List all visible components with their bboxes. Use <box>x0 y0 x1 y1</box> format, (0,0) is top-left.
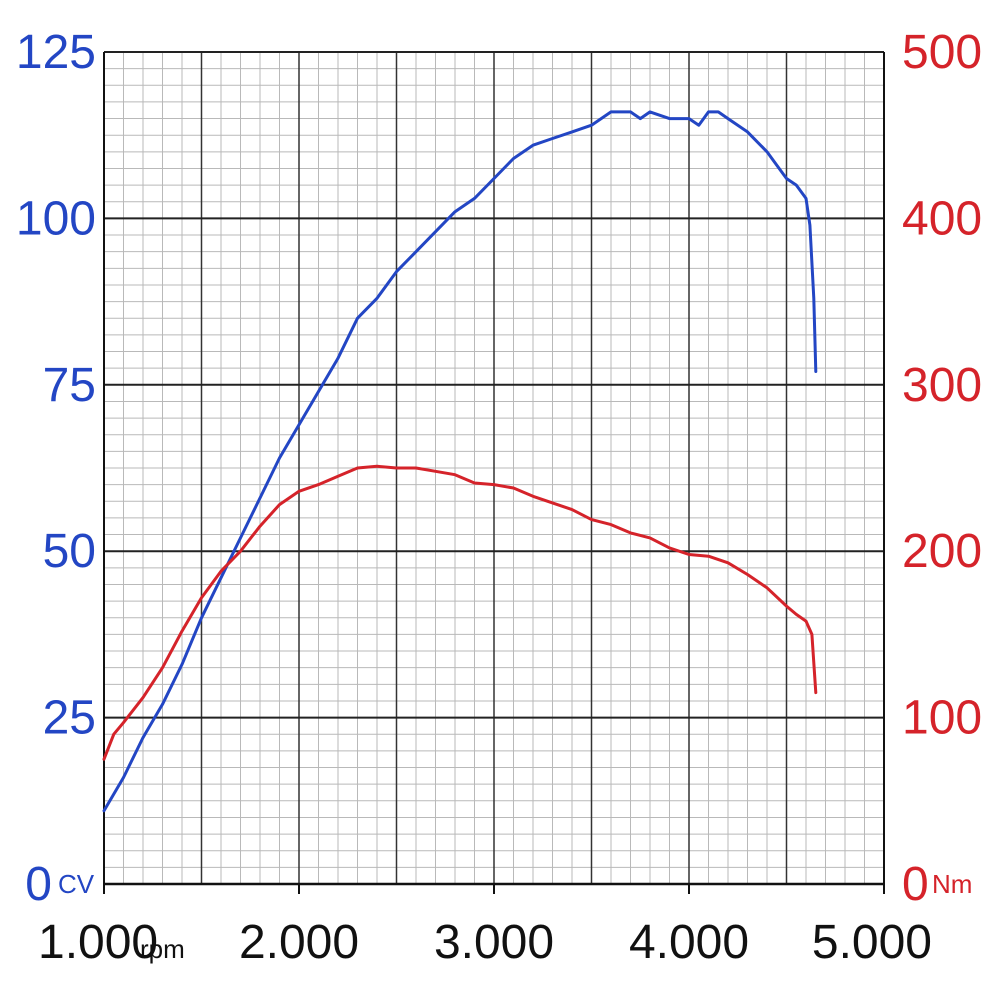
right-axis-ticks: 0 100 200 300 400 500 <box>902 26 982 911</box>
torque-curve-line <box>102 464 818 761</box>
right-tick-label: 0 <box>902 858 929 911</box>
left-axis-ticks: 0 25 50 75 100 125 <box>16 26 96 911</box>
left-tick-label: 125 <box>16 26 96 79</box>
left-axis-unit: CV <box>58 869 95 899</box>
left-tick-label: 100 <box>16 192 96 245</box>
x-axis-ticks: 1.000 2.000 3.000 4.000 5.000 <box>38 916 932 969</box>
x-tick-label: 3.000 <box>434 916 554 969</box>
series-layer <box>102 110 818 813</box>
right-tick-label: 300 <box>902 359 982 412</box>
x-tick-label: 2.000 <box>239 916 359 969</box>
x-tick-label: 5.000 <box>812 916 932 969</box>
x-axis-unit: rpm <box>140 934 185 964</box>
x-tick-label: 1.000 <box>38 916 158 969</box>
major-grid <box>104 51 884 884</box>
left-tick-label: 0 <box>25 858 52 911</box>
x-tick-label: 4.000 <box>629 916 749 969</box>
right-tick-label: 400 <box>902 192 982 245</box>
plot-axes <box>103 52 885 894</box>
right-axis-unit: Nm <box>932 869 972 899</box>
left-tick-label: 50 <box>43 525 96 578</box>
right-tick-label: 200 <box>902 525 982 578</box>
right-tick-label: 500 <box>902 26 982 79</box>
left-tick-label: 75 <box>43 359 96 412</box>
left-tick-label: 25 <box>43 692 96 745</box>
right-tick-label: 100 <box>902 692 982 745</box>
power-curve-line <box>102 110 818 813</box>
